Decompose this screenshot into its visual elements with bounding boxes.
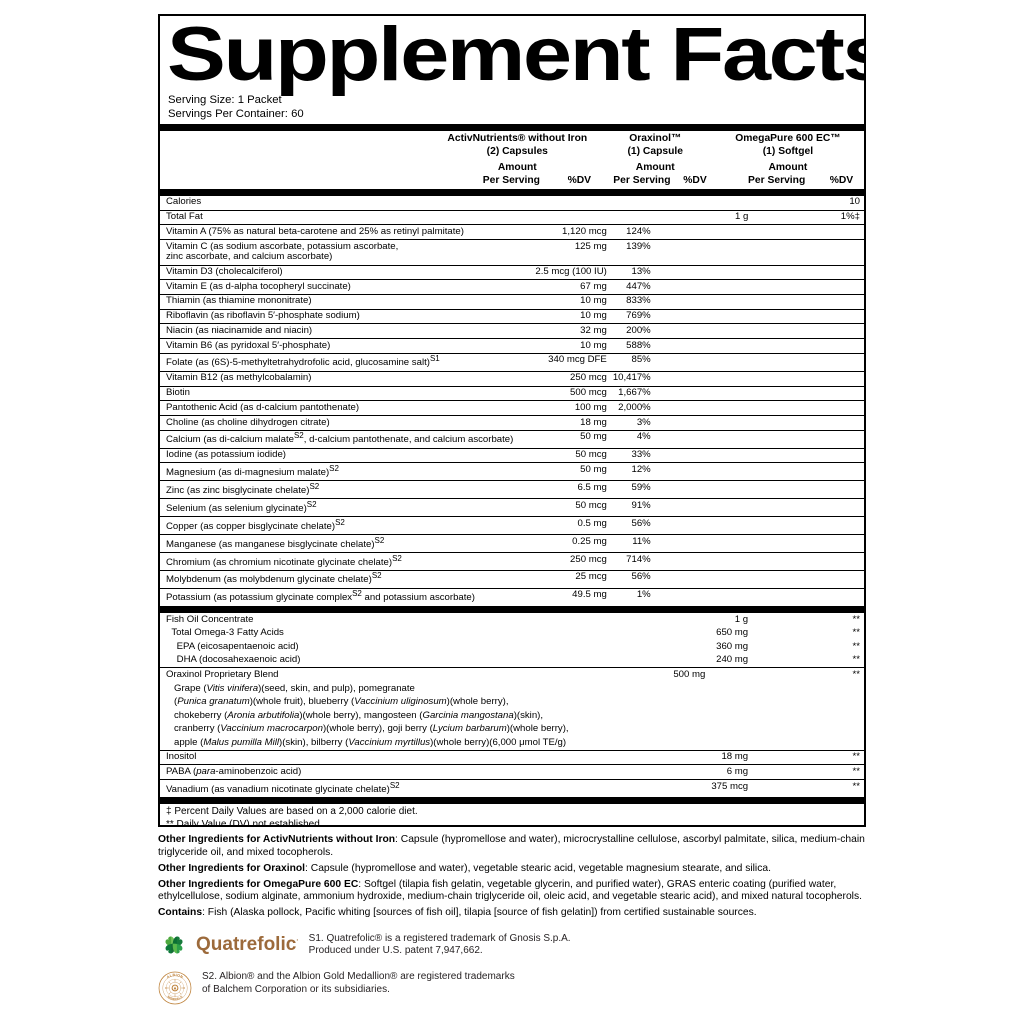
svg-text:ALBION: ALBION bbox=[166, 973, 184, 979]
